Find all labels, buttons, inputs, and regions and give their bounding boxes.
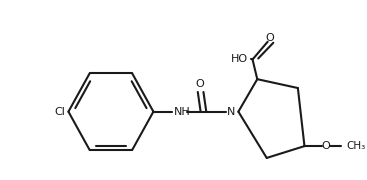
Text: O: O [321,141,330,151]
Text: NH: NH [174,107,191,117]
Text: HO: HO [231,55,248,64]
Text: N: N [227,107,235,117]
Text: O: O [195,79,204,89]
Text: O: O [265,33,274,43]
Text: Cl: Cl [55,107,66,117]
Text: CH₃: CH₃ [346,141,365,151]
